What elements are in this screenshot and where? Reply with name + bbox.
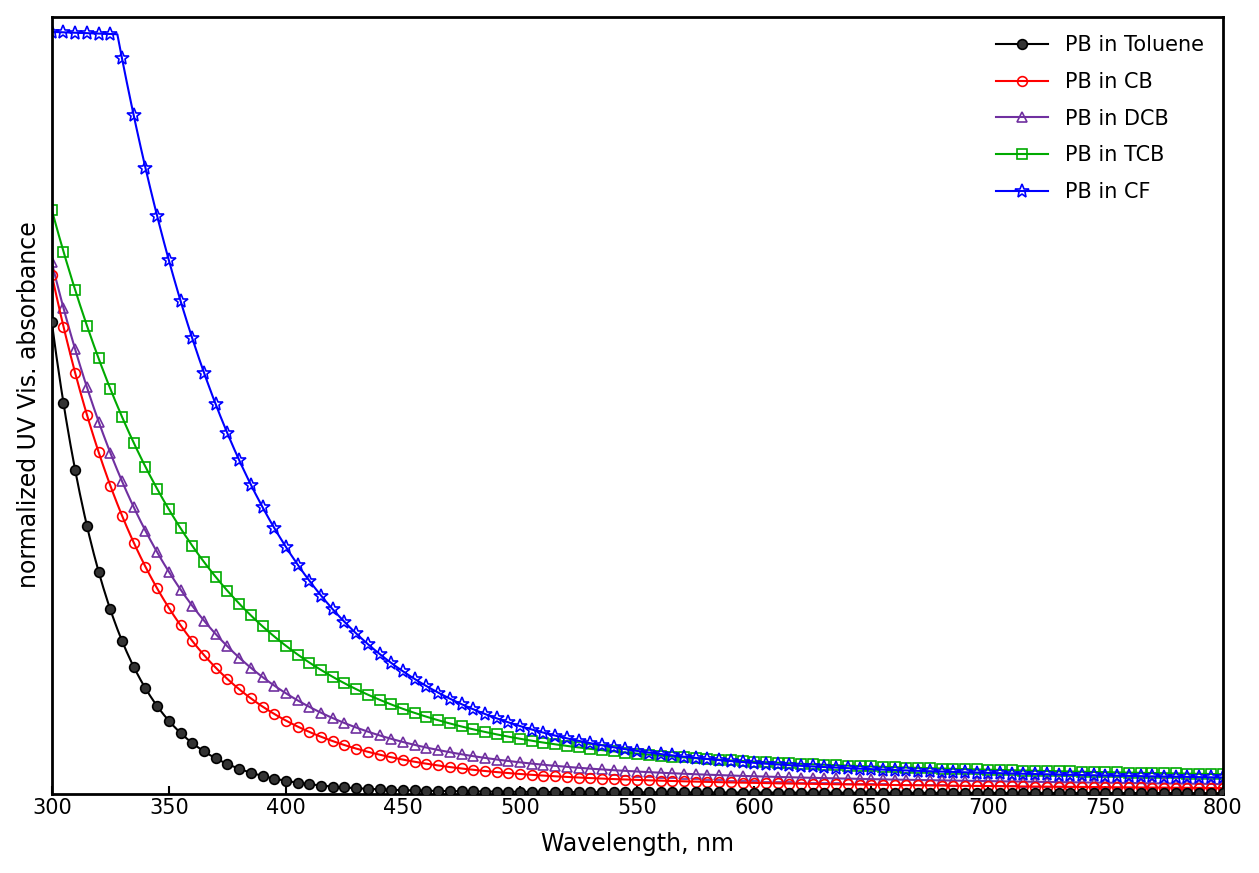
PB in TCB — [44, 204, 59, 215]
PB in Toluene — [1013, 787, 1029, 798]
PB in DCB — [335, 717, 350, 727]
PB in CB — [798, 779, 813, 789]
PB in DCB — [384, 733, 399, 744]
PB in CF — [44, 27, 59, 38]
Legend: PB in Toluene, PB in CB, PB in DCB, PB in TCB, PB in CF: PB in Toluene, PB in CB, PB in DCB, PB i… — [988, 27, 1212, 210]
PB in CF — [471, 706, 486, 717]
PB in CF — [384, 657, 399, 668]
PB in CB — [812, 779, 827, 789]
PB in DCB — [1013, 776, 1029, 787]
PB in TCB — [812, 760, 827, 770]
PB in CB — [335, 739, 350, 750]
PB in CF — [335, 615, 350, 625]
PB in DCB — [471, 752, 486, 762]
PB in DCB — [44, 258, 59, 268]
PB in TCB — [1013, 766, 1029, 776]
PB in Toluene — [1215, 787, 1230, 798]
PB in CB — [384, 752, 399, 762]
Line: PB in DCB: PB in DCB — [47, 258, 1228, 789]
PB in DCB — [798, 773, 813, 783]
PB in CF — [798, 761, 813, 772]
Y-axis label: normalized UV Vis. absorbance: normalized UV Vis. absorbance — [16, 222, 40, 588]
PB in CF — [1013, 768, 1029, 779]
Line: PB in TCB: PB in TCB — [47, 205, 1228, 779]
PB in TCB — [335, 677, 350, 687]
PB in TCB — [471, 725, 486, 736]
PB in Toluene — [335, 782, 350, 793]
PB in TCB — [1215, 769, 1230, 780]
PB in CF — [812, 761, 827, 772]
PB in DCB — [1215, 779, 1230, 789]
PB in Toluene — [812, 787, 827, 798]
PB in CB — [1215, 783, 1230, 794]
PB in TCB — [384, 699, 399, 710]
PB in Toluene — [798, 787, 813, 798]
PB in CB — [44, 270, 59, 280]
PB in CB — [471, 765, 486, 775]
PB in Toluene — [44, 317, 59, 327]
PB in Toluene — [471, 787, 486, 797]
PB in DCB — [812, 773, 827, 783]
PB in CB — [1013, 781, 1029, 792]
PB in Toluene — [384, 785, 399, 795]
Line: PB in CB: PB in CB — [47, 270, 1228, 793]
X-axis label: Wavelength, nm: Wavelength, nm — [540, 832, 734, 856]
Line: PB in Toluene: PB in Toluene — [47, 317, 1228, 798]
Line: PB in CF: PB in CF — [45, 25, 1230, 785]
PB in CF — [1215, 773, 1230, 783]
PB in TCB — [798, 759, 813, 769]
